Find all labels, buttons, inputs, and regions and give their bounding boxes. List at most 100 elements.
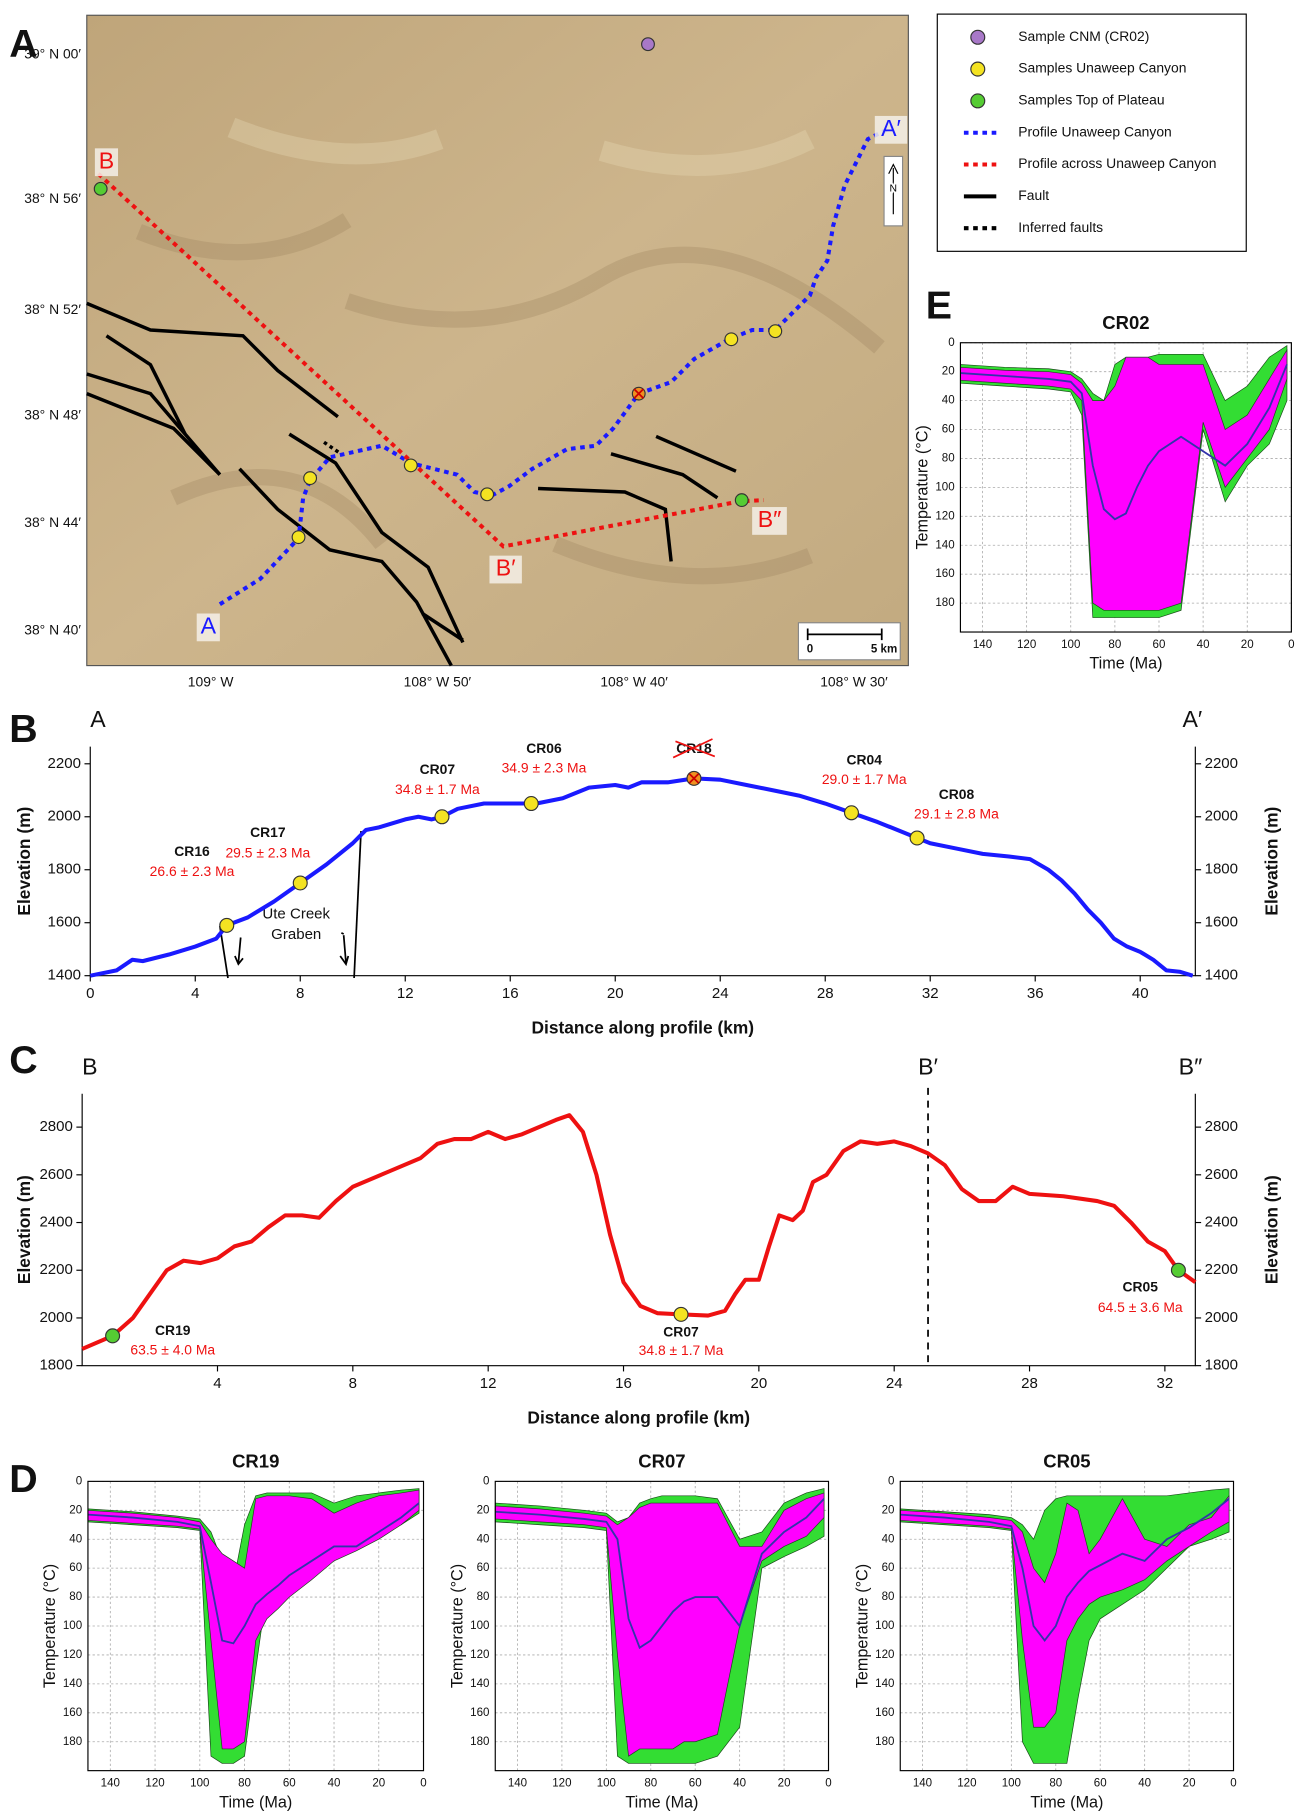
y-tick-label: 2600 [39, 1166, 72, 1183]
x-tick-label: 80 [238, 1777, 251, 1789]
y-axis-title: Elevation (m) [1261, 1175, 1281, 1284]
x-tick-label: 36 [1027, 985, 1044, 1002]
lat-label: 38° N 48′ [24, 406, 81, 422]
lat-label: 39° N 00′ [24, 45, 81, 61]
map-label: A′ [881, 115, 901, 141]
y-tick-label: 180 [935, 597, 954, 609]
x-axis-title: Time (Ma) [219, 1793, 292, 1811]
y-axis-title: Temperature (°C) [914, 425, 932, 549]
profile-end-label: A′ [1183, 706, 1203, 732]
y-axis-title: Elevation (m) [1261, 807, 1281, 916]
y-tick-label: 0 [76, 1475, 82, 1487]
x-tick-label: 16 [502, 985, 519, 1002]
x-axis-title: Time (Ma) [1089, 655, 1162, 673]
y-tick-label: 180 [63, 1736, 82, 1748]
sample-point [220, 918, 234, 932]
y-tick-label: 2200 [39, 1261, 72, 1278]
x-tick-label: 140 [508, 1777, 527, 1789]
x-tick-label: 20 [750, 1375, 767, 1392]
x-tick-label: 100 [1002, 1777, 1021, 1789]
y-tick-label: 180 [470, 1736, 489, 1748]
panel-label: B [9, 707, 37, 751]
plot-title: CR19 [232, 1451, 279, 1472]
x-axis-title: Time (Ma) [1030, 1793, 1103, 1811]
legend-label: Fault [1018, 187, 1049, 203]
x-tick-label: 140 [913, 1777, 932, 1789]
x-tick-label: 20 [778, 1777, 791, 1789]
y-axis-title: Temperature (°C) [854, 1564, 872, 1688]
sample-point [845, 806, 859, 820]
x-axis-title: Distance along profile (km) [527, 1407, 750, 1427]
y-axis-title: Temperature (°C) [41, 1564, 59, 1688]
x-tick-label: 12 [397, 985, 414, 1002]
sample-age: 64.5 ± 3.6 Ma [1098, 1299, 1183, 1315]
annotation: Ute Creek [262, 905, 330, 922]
x-tick-label: 28 [817, 985, 834, 1002]
scale-label: 0 [807, 643, 813, 655]
x-tick-label: 0 [1288, 639, 1294, 651]
x-tick-label: 32 [922, 985, 939, 1002]
sample-age: 29.5 ± 2.3 Ma [225, 845, 310, 861]
legend-label: Inferred faults [1018, 219, 1103, 235]
y-tick-label: 160 [63, 1707, 82, 1719]
y-tick-label: 60 [882, 1562, 895, 1574]
y-tick-label: 0 [948, 337, 954, 349]
map: B A′ A B′ B″ 0 5 km N 39° N 00′ 38° N 56… [24, 15, 908, 689]
profile-end-label: A [90, 706, 106, 732]
y-tick-label: 120 [935, 510, 954, 522]
y-tick-label: 60 [477, 1562, 490, 1574]
y-tick-label: 120 [63, 1649, 82, 1661]
north-label: N [890, 184, 898, 195]
y-tick-label: 2800 [39, 1118, 72, 1135]
y-tick-label: 1800 [1205, 861, 1238, 878]
x-tick-label: 60 [689, 1777, 702, 1789]
y-tick-label: 100 [470, 1620, 489, 1632]
sample-point [674, 1307, 688, 1321]
y-tick-label: 100 [63, 1620, 82, 1632]
map-label: B″ [758, 506, 782, 532]
profile-line [90, 778, 1192, 975]
map-label: B′ [496, 555, 516, 581]
scale-bar: 0 5 km [798, 623, 900, 660]
sample-age: 63.5 ± 4.0 Ma [130, 1342, 215, 1358]
x-tick-label: 0 [825, 1777, 831, 1789]
y-tick-label: 2000 [1205, 808, 1238, 825]
y-tick-label: 140 [63, 1678, 82, 1690]
y-tick-label: 120 [470, 1649, 489, 1661]
y-tick-label: 1800 [39, 1357, 72, 1374]
lat-label: 38° N 56′ [24, 190, 81, 206]
x-tick-label: 140 [101, 1777, 120, 1789]
legend-label: Profile Unaweep Canyon [1018, 123, 1171, 139]
x-tick-label: 20 [1241, 639, 1254, 651]
profile-line [82, 1115, 1195, 1349]
y-tick-label: 40 [942, 395, 955, 407]
y-tick-label: 2200 [1205, 755, 1238, 772]
panel-label: D [9, 1457, 37, 1501]
lon-label: 108° W 30′ [820, 674, 888, 690]
x-tick-label: 40 [1197, 639, 1210, 651]
legend-label: Samples Top of Plateau [1018, 92, 1164, 108]
sample-age: 26.6 ± 2.3 Ma [150, 863, 235, 879]
y-tick-label: 1400 [48, 967, 81, 984]
y-tick-label: 120 [875, 1649, 894, 1661]
y-tick-label: 40 [477, 1533, 490, 1545]
x-tick-label: 80 [1049, 1777, 1062, 1789]
sample-name: CR19 [155, 1322, 191, 1338]
map-label: B [99, 147, 114, 173]
x-tick-label: 12 [480, 1375, 497, 1392]
sample-age: 34.8 ± 1.7 Ma [395, 781, 480, 797]
y-tick-label: 60 [69, 1562, 82, 1574]
legend-marker [971, 62, 985, 76]
x-tick-label: 40 [1132, 985, 1149, 1002]
y-tick-label: 80 [69, 1591, 82, 1603]
x-tick-label: 20 [1183, 1777, 1196, 1789]
x-tick-label: 20 [372, 1777, 385, 1789]
y-tick-label: 80 [942, 453, 955, 465]
x-tick-label: 60 [1153, 639, 1166, 651]
x-tick-label: 100 [597, 1777, 616, 1789]
y-tick-label: 140 [875, 1678, 894, 1690]
y-tick-label: 1800 [48, 861, 81, 878]
y-tick-label: 2000 [1205, 1309, 1238, 1326]
x-tick-label: 100 [190, 1777, 209, 1789]
x-tick-label: 40 [328, 1777, 341, 1789]
